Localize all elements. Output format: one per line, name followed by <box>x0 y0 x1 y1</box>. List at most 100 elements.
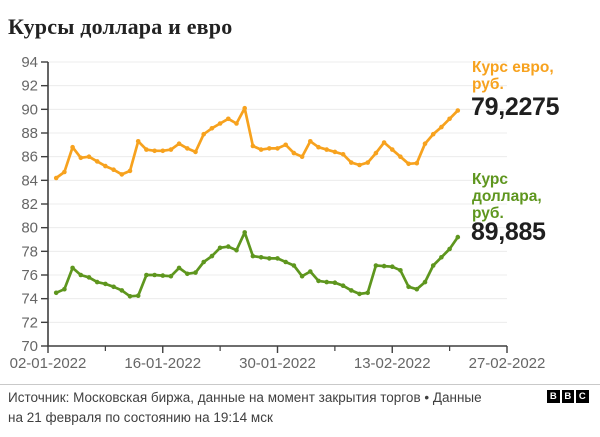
x-tick-label: 16-01-2022 <box>124 355 201 372</box>
dollar-point <box>53 290 59 296</box>
dollar-point <box>422 279 428 285</box>
dollar-point <box>349 288 354 293</box>
x-tick-label: 02-01-2022 <box>10 355 87 372</box>
dollar-point <box>144 272 149 278</box>
euro-point <box>324 147 330 152</box>
dollar-point <box>258 254 264 260</box>
dollar-point <box>324 279 330 285</box>
x-tick-label: 27-02-2022 <box>469 355 546 372</box>
euro-point <box>316 144 321 150</box>
dollar-point <box>316 278 321 284</box>
euro-point <box>455 108 461 113</box>
chart-title: Курсы доллара и евро <box>8 14 233 39</box>
euro-point <box>62 169 67 175</box>
bbc-logo-block-b2: B <box>561 390 574 403</box>
euro-point <box>373 150 379 156</box>
euro-point <box>201 131 206 137</box>
dollar-point <box>447 246 452 252</box>
euro-point <box>185 146 190 151</box>
euro-point <box>193 149 198 155</box>
euro-point <box>209 126 215 131</box>
dollar-point <box>439 254 444 260</box>
dollar-point <box>176 265 182 271</box>
euro-point <box>226 116 231 122</box>
y-tick-label: 80 <box>21 220 38 237</box>
dollar-point <box>373 263 379 268</box>
y-tick-label: 82 <box>21 196 38 213</box>
dollar-point <box>103 281 108 287</box>
dollar-point <box>78 272 84 278</box>
dollar-point <box>127 294 133 299</box>
euro-point <box>406 161 411 167</box>
dollar-point <box>209 253 215 259</box>
euro-point <box>439 124 444 130</box>
euro-point <box>258 147 264 152</box>
euro-point <box>365 160 371 165</box>
y-tick-label: 88 <box>21 125 38 142</box>
dollar-point <box>398 268 403 273</box>
source-text-line1: Источник: Московская биржа, данные на мо… <box>8 390 482 405</box>
euro-rate-value: 79,2275 <box>471 93 560 121</box>
y-tick-label: 90 <box>21 101 38 118</box>
axis-lines <box>47 62 507 347</box>
dollar-point <box>365 290 371 296</box>
dollar-series-label-line2: доллара, <box>472 188 542 205</box>
dollar-rate-value: 89,885 <box>471 218 546 246</box>
y-tick-label: 74 <box>21 291 38 308</box>
dollar-point <box>111 284 116 290</box>
euro-point <box>267 146 272 151</box>
bbc-logo-block-c: C <box>576 390 589 403</box>
euro-point <box>357 162 362 168</box>
dollar-series-label-line1: Курс <box>472 171 508 188</box>
bbc-logo-block-b1: B <box>547 390 560 403</box>
euro-point <box>119 172 125 177</box>
dollar-line <box>54 231 460 298</box>
euro-point <box>447 116 452 122</box>
euro-point <box>176 141 182 146</box>
euro-point <box>53 175 59 181</box>
dollar-point <box>168 273 174 279</box>
dollar-point <box>193 270 198 275</box>
footer-divider <box>0 384 600 385</box>
y-tick-label: 86 <box>21 149 38 166</box>
euro-point <box>86 154 92 159</box>
euro-series-label-line2: руб. <box>472 76 504 93</box>
dollar-point <box>455 234 461 240</box>
dollar-point <box>242 230 247 235</box>
dollar-point <box>160 273 166 278</box>
x-tick-label: 13-02-2022 <box>354 355 431 372</box>
dollar-point <box>381 263 387 269</box>
euro-point <box>414 160 420 166</box>
dollar-series-label-line3: руб. <box>472 205 504 222</box>
dollar-point <box>70 265 75 271</box>
euro-line <box>54 106 460 180</box>
euro-point <box>135 139 141 144</box>
source-text: Источник: Московская биржа, данные на мо… <box>8 388 538 427</box>
dollar-point <box>332 280 338 286</box>
dollar-series-label: Курс доллара, руб. <box>472 171 542 222</box>
euro-point <box>144 147 149 152</box>
dollar-point <box>250 253 256 259</box>
dollar-point <box>62 286 67 292</box>
euro-series-label: Курс евро, руб. <box>472 59 554 93</box>
y-tick-label: 92 <box>21 78 38 95</box>
euro-point <box>242 105 247 111</box>
x-tick-label: 30-01-2022 <box>239 355 316 372</box>
euro-point <box>398 154 403 159</box>
y-tick-label: 78 <box>21 243 38 260</box>
euro-point <box>250 143 256 149</box>
euro-point <box>430 131 436 137</box>
dollar-point <box>201 259 206 265</box>
euro-point <box>111 167 116 172</box>
y-tick-label: 72 <box>21 314 38 331</box>
euro-point <box>381 140 387 145</box>
dollar-point <box>390 264 395 270</box>
euro-point <box>160 148 166 154</box>
y-tick-label: 70 <box>21 338 38 355</box>
dollar-point <box>414 286 420 292</box>
dollar-point <box>283 259 289 265</box>
euro-point <box>308 139 313 144</box>
euro-point <box>422 141 428 146</box>
euro-point <box>275 146 280 151</box>
